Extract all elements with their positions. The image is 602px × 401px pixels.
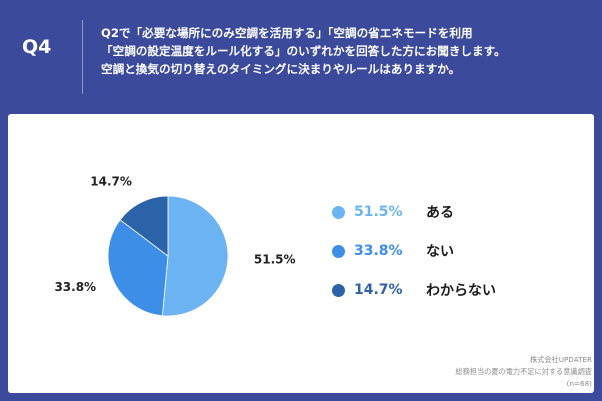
legend-label: ある <box>426 205 454 221</box>
legend-item: 14.7% わからない <box>332 280 552 300</box>
header-divider <box>82 20 83 94</box>
legend-value: 51.5% <box>354 204 403 220</box>
slice-value-label: 33.8% <box>54 280 96 294</box>
legend-label: ない <box>426 244 454 260</box>
pie-slice <box>119 195 169 257</box>
source-line: 株式会社UPDATER <box>529 355 592 364</box>
brand-logo: みんなエアー <box>16 373 103 389</box>
source-note: 株式会社UPDATER 総務担当の夏の電力不足に対する意識調査 (n=68) <box>455 354 592 390</box>
source-line: (n=68) <box>566 379 592 388</box>
question-line: 「空調の設定温度をルール化する」のいずれかを回答した方にお聞きします。 <box>101 44 506 58</box>
question-text: Q2で「必要な場所にのみ空調を活用する」「空調の省エネモードを利用 「空調の設定… <box>101 24 591 78</box>
question-number: Q4 <box>22 36 52 58</box>
pie-slice <box>107 219 169 317</box>
legend-swatch <box>332 205 345 219</box>
legend-label: わからない <box>426 283 496 299</box>
slice-value-label: 51.5% <box>254 252 296 266</box>
header-band: Q4 Q2で「必要な場所にのみ空調を活用する」「空調の省エネモードを利用 「空調… <box>0 0 602 112</box>
chart-card: 51.5% 33.8% 14.7% <box>8 114 594 393</box>
pie-slice <box>161 195 229 317</box>
slice-value-label: 14.7% <box>90 175 132 189</box>
legend-value: 33.8% <box>354 243 403 259</box>
pie-chart: 51.5% 33.8% 14.7% <box>54 175 296 317</box>
legend-item: 51.5% ある <box>332 202 552 222</box>
question-line: Q2で「必要な場所にのみ空調を活用する」「空調の省エネモードを利用 <box>101 26 473 40</box>
legend-swatch <box>332 283 345 297</box>
source-line: 総務担当の夏の電力不足に対する意識調査 <box>455 367 592 376</box>
legend-swatch <box>332 244 345 258</box>
legend-value: 14.7% <box>354 282 403 298</box>
legend-item: 33.8% ない <box>332 241 552 261</box>
question-line: 空調と換気の切り替えのタイミングに決まりやルールはありますか。 <box>101 62 461 76</box>
